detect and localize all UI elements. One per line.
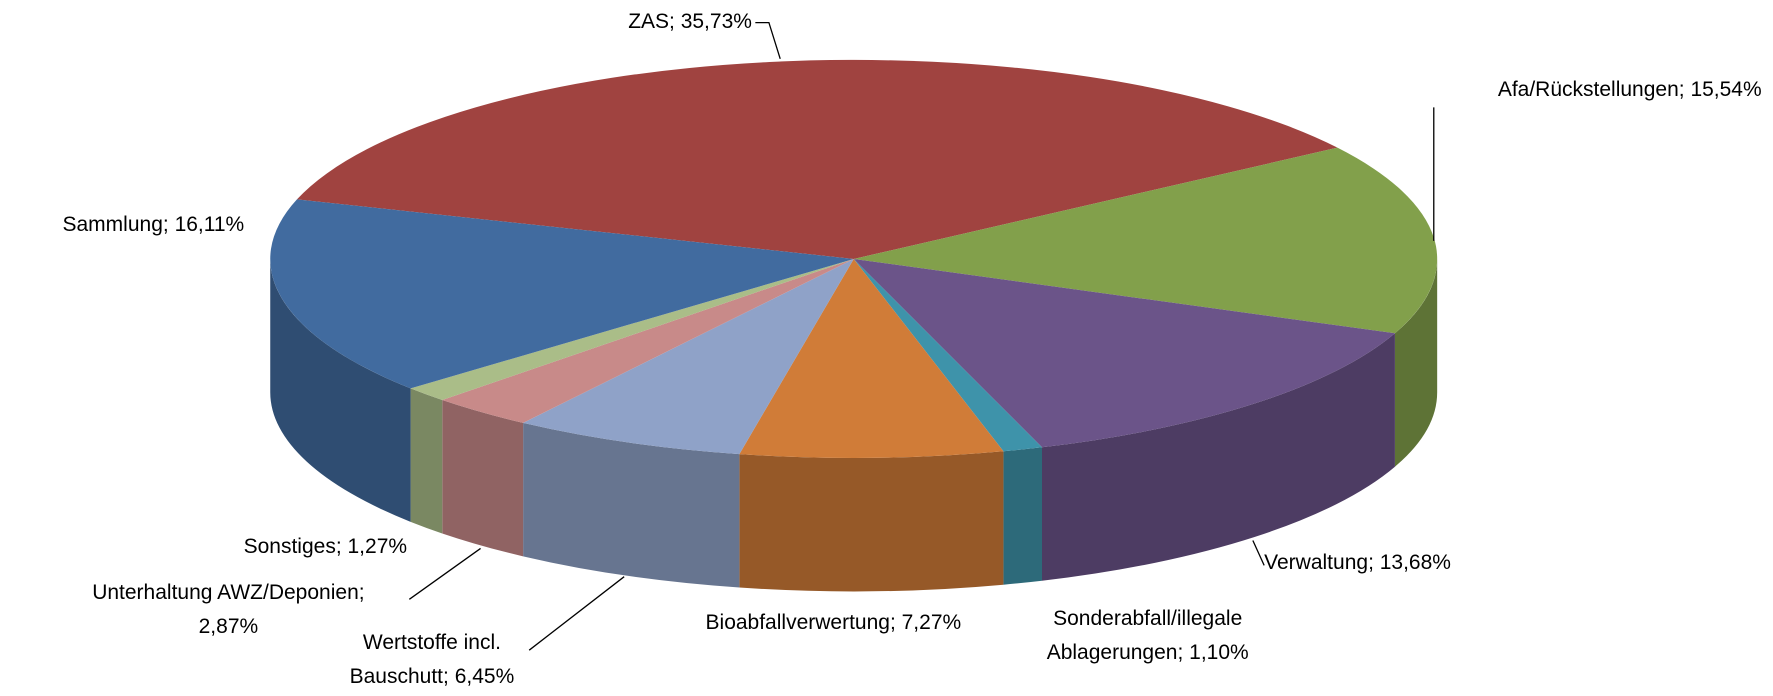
category-label: Sammlung xyxy=(62,213,163,237)
data-label: Sammlung; 16,11% xyxy=(0,208,245,242)
value-label: 13,68% xyxy=(1379,551,1451,575)
pie-slice xyxy=(853,258,1395,448)
value-label: 35,73% xyxy=(680,9,752,33)
pie-slice xyxy=(853,258,1042,452)
data-label: Wertstoffe incl. Bauschutt; 6,45% xyxy=(330,626,534,694)
data-label: Unterhaltung AWZ/Deponien; 2,87% xyxy=(84,576,373,644)
leader-line xyxy=(408,547,481,600)
separator: ; xyxy=(443,665,455,689)
pie-slice xyxy=(523,258,854,455)
separator: ; xyxy=(358,580,365,604)
pie-slice xyxy=(442,258,854,423)
category-label: Bioabfallverwertung xyxy=(705,611,890,635)
pie-slice xyxy=(270,199,854,389)
data-label: Afa/Rückstellungen; 15,54% xyxy=(1332,73,1762,107)
category-label: Sonstiges xyxy=(243,535,336,559)
pie-slice xyxy=(853,147,1438,334)
separator: ; xyxy=(335,535,348,559)
pie-slice xyxy=(296,59,1338,259)
pie-side xyxy=(270,258,411,522)
separator: ; xyxy=(1678,78,1691,102)
value-label: 15,54% xyxy=(1690,78,1762,102)
separator: ; xyxy=(669,9,681,33)
category-label: ZAS xyxy=(628,9,670,33)
data-label: ZAS; 35,73% xyxy=(413,5,752,39)
value-label: 2,87% xyxy=(198,614,259,638)
pie-slice xyxy=(739,258,1004,458)
pie-side xyxy=(410,388,443,534)
separator: ; xyxy=(1368,551,1380,575)
category-label: Wertstoffe incl. Bauschutt xyxy=(349,631,501,689)
separator: ; xyxy=(889,611,902,635)
value-label: 1,27% xyxy=(347,535,408,559)
pie-side xyxy=(1041,333,1395,581)
data-label: Verwaltung; 13,68% xyxy=(1264,546,1603,580)
category-label: Verwaltung xyxy=(1264,551,1369,575)
value-label: 6,45% xyxy=(454,665,515,689)
leader-line xyxy=(528,576,625,651)
category-label: Sonderabfall/illegale Ablagerungen xyxy=(1046,606,1243,664)
data-label: Bioabfallverwertung; 7,27% xyxy=(647,606,1020,640)
pie-side xyxy=(1003,447,1042,585)
pie-slice xyxy=(410,258,854,401)
separator: ; xyxy=(1177,640,1190,664)
pie-side xyxy=(1394,258,1438,467)
value-label: 16,11% xyxy=(174,213,245,237)
value-label: 7,27% xyxy=(901,611,962,635)
category-label: Unterhaltung AWZ/Deponien xyxy=(92,580,359,604)
pie-side xyxy=(442,400,524,557)
category-label: Afa/Rückstellungen xyxy=(1497,78,1679,102)
data-label: Sonstiges; 1,27% xyxy=(113,530,407,564)
value-label: 1,10% xyxy=(1189,640,1249,664)
pie-side xyxy=(523,422,740,588)
pie-side xyxy=(739,451,1004,592)
data-label: Sonderabfall/illegale Ablagerungen; 1,10… xyxy=(1012,602,1283,670)
leader-line xyxy=(755,21,781,59)
leader-line xyxy=(1252,540,1265,566)
separator: ; xyxy=(162,213,175,237)
